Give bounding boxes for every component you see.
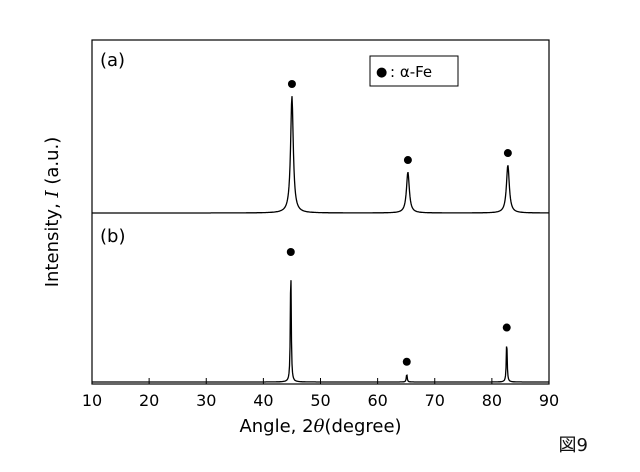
x-tick-label: 10 [82,391,102,410]
series-layer [92,96,549,382]
y-axis-title-prefix: Intensity, [42,197,63,287]
legend-marker-icon: ● [376,65,387,80]
alpha-fe-peak-marker [503,324,511,332]
x-tick-label: 80 [482,391,502,410]
legend-label: : α-Fe [390,63,432,81]
x-tick-label: 60 [367,391,387,410]
x-axis-title: Angle, 2θ(degree) [239,416,401,437]
alpha-fe-peak-marker [287,248,295,256]
y-axis-title-unit: (a.u.) [42,137,63,191]
peaks-layer [287,80,512,366]
x-tick-label: 90 [539,391,559,410]
y-axis-title: Intensity, I (a.u.) [42,137,63,288]
figure-label: 図9 [559,431,588,457]
x-axis-title-unit: (degree) [324,416,401,437]
x-tick-label: 50 [310,391,330,410]
x-tick-label: 20 [139,391,159,410]
panel-label-b: (b) [100,226,125,247]
x-tick-label: 30 [196,391,216,410]
legend: ● : α-Fe [370,56,458,86]
xrd-trace-a [92,96,549,213]
alpha-fe-peak-marker [404,156,412,164]
x-tick-label: 40 [253,391,273,410]
xrd-trace-b [92,280,549,382]
alpha-fe-peak-marker [504,149,512,157]
x-axis-title-prefix: Angle, 2 [239,416,313,437]
panel-label-a: (a) [100,50,125,71]
x-tick-label: 70 [425,391,445,410]
x-axis-title-theta: θ [314,416,325,437]
alpha-fe-peak-marker [403,358,411,366]
alpha-fe-peak-marker [288,80,296,88]
x-ticks: 10 20 30 40 50 60 70 80 90 [82,378,559,410]
